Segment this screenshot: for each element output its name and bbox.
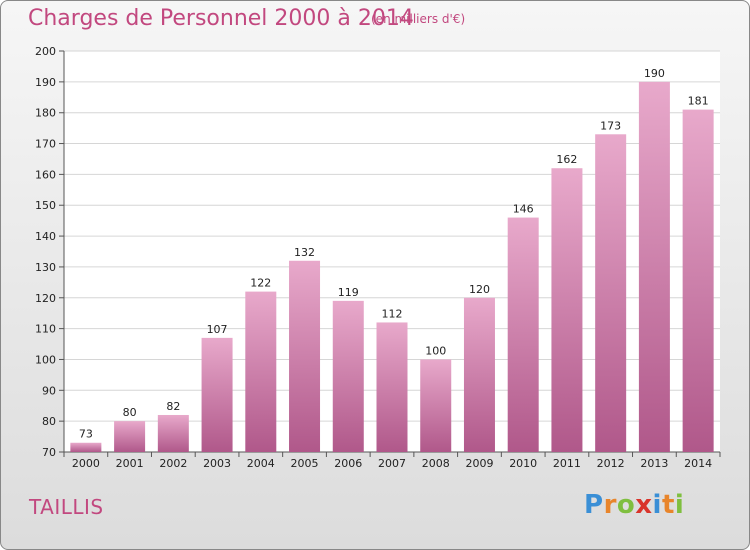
data-label-2009: 120 xyxy=(469,283,490,296)
bar-2014 xyxy=(682,109,714,452)
data-label-2003: 107 xyxy=(207,323,228,336)
data-label-2007: 112 xyxy=(382,307,403,320)
data-label-2011: 162 xyxy=(556,153,577,166)
data-label-2002: 82 xyxy=(166,400,180,413)
commune-name: TAILLIS xyxy=(29,495,104,519)
x-tick-label-2003: 2003 xyxy=(203,457,231,470)
data-label-2008: 100 xyxy=(425,344,446,357)
x-tick-label-2000: 2000 xyxy=(72,457,100,470)
y-tick-label: 150 xyxy=(35,199,56,212)
x-tick-label-2008: 2008 xyxy=(422,457,450,470)
x-tick-label-2012: 2012 xyxy=(597,457,625,470)
bar-2008 xyxy=(420,359,452,452)
y-tick-label: 180 xyxy=(35,107,56,120)
y-tick-label: 130 xyxy=(35,261,56,274)
data-label-2013: 190 xyxy=(644,67,665,80)
data-label-2001: 80 xyxy=(123,406,137,419)
bar-2009 xyxy=(463,297,495,452)
data-label-2005: 132 xyxy=(294,246,315,259)
logo-letter: x xyxy=(635,490,653,520)
logo-letter: i xyxy=(674,490,685,520)
x-tick-label-2005: 2005 xyxy=(291,457,319,470)
bar-2002 xyxy=(157,414,189,452)
logo-letter: r xyxy=(603,490,617,520)
y-tick-label: 170 xyxy=(35,138,56,151)
logo-letter: P xyxy=(584,490,604,520)
bar-2003 xyxy=(201,337,233,452)
x-tick-label-2010: 2010 xyxy=(509,457,537,470)
chart-title: Charges de Personnel 2000 à 2014 xyxy=(28,6,414,31)
bar-2013 xyxy=(638,81,670,452)
logo-letter: t xyxy=(661,490,675,520)
y-tick-label: 80 xyxy=(42,415,56,428)
logo-letter: i xyxy=(652,490,662,520)
y-tick-label: 100 xyxy=(35,353,56,366)
y-tick-label: 90 xyxy=(42,384,56,397)
bar-2005 xyxy=(289,260,321,452)
y-tick-label: 200 xyxy=(35,45,56,58)
x-tick-label-2006: 2006 xyxy=(334,457,362,470)
x-tick-label-2001: 2001 xyxy=(116,457,144,470)
y-tick-label: 190 xyxy=(35,76,56,89)
logo-letter: o xyxy=(616,490,636,520)
bar-2001 xyxy=(114,421,146,452)
bar-2006 xyxy=(332,300,364,452)
bar-2012 xyxy=(595,134,627,453)
data-label-2010: 146 xyxy=(513,203,534,216)
data-label-2014: 181 xyxy=(688,95,709,108)
unit-note: (en milliers d'€) xyxy=(371,12,466,26)
y-tick-label: 160 xyxy=(35,168,56,181)
y-tick-label: 120 xyxy=(35,292,56,305)
data-label-2000: 73 xyxy=(79,428,93,441)
y-tick-label: 110 xyxy=(35,323,56,336)
x-tick-label-2011: 2011 xyxy=(553,457,581,470)
bar-2004 xyxy=(245,291,277,452)
data-label-2012: 173 xyxy=(600,119,621,132)
x-tick-label-2009: 2009 xyxy=(465,457,493,470)
y-tick-label: 70 xyxy=(42,446,56,459)
bar-2007 xyxy=(376,322,408,452)
x-tick-label-2013: 2013 xyxy=(640,457,668,470)
x-tick-label-2007: 2007 xyxy=(378,457,406,470)
data-label-2004: 122 xyxy=(250,277,271,290)
proxiti-logo: Proxiti xyxy=(584,490,684,520)
bar-2000 xyxy=(70,442,102,452)
x-tick-label-2014: 2014 xyxy=(684,457,712,470)
y-tick-label: 140 xyxy=(35,230,56,243)
bar-2010 xyxy=(507,217,539,452)
bar-2011 xyxy=(551,168,583,452)
data-label-2006: 119 xyxy=(338,286,359,299)
x-tick-label-2002: 2002 xyxy=(159,457,187,470)
x-tick-label-2004: 2004 xyxy=(247,457,275,470)
